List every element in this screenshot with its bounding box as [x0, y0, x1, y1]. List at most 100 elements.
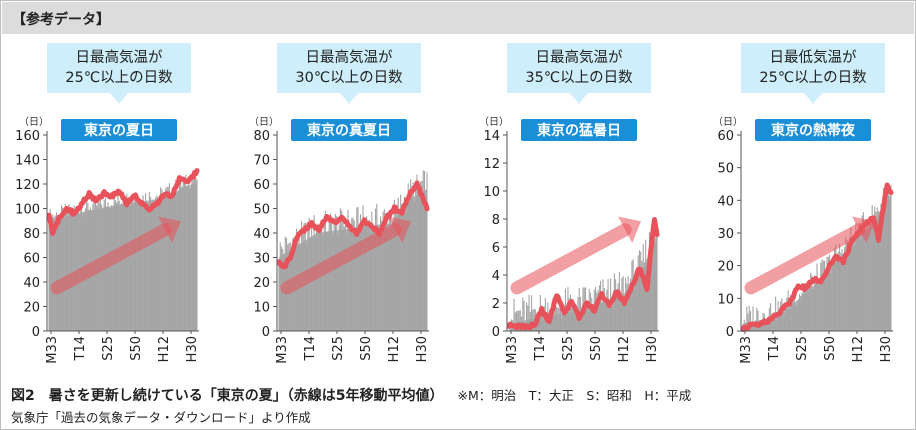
x-tick-label: H30: [415, 336, 430, 362]
bar-area: [743, 193, 891, 331]
x-tick-label: S50: [129, 336, 144, 361]
chart-badge-label: 東京の真夏日: [307, 122, 391, 139]
x-tick-label: M33: [275, 336, 290, 364]
trend-arrow: [280, 223, 402, 295]
chart-panel-1: 日最高気温が 25℃以上の日数 （日） 0 20 40 60 80 100 120 140 160 東京…: [15, 43, 200, 364]
y-tick-label: 40: [253, 227, 270, 242]
x-tick-label: S50: [589, 336, 604, 361]
callout-line: 30℃以上の日数: [295, 69, 403, 86]
y-tick-label: 80: [253, 129, 270, 144]
trend-arrow: [50, 223, 172, 295]
chart-panel-4: 日最低気温が 25℃以上の日数 （日） 0 10 20 30 40 50 60 東京の熱帯夜 M33 T…: [713, 43, 894, 364]
y-tick-label: 8: [492, 213, 500, 228]
y-unit-label: （日）: [479, 116, 509, 128]
y-tick-label: 0: [262, 325, 270, 340]
y-unit-label: （日）: [19, 116, 49, 128]
y-tick-label: 30: [253, 252, 270, 267]
chart-badge: [521, 119, 637, 141]
callout-pointer: [340, 93, 358, 104]
y-tick-label: 20: [717, 260, 734, 275]
x-tick-label: H30: [879, 336, 894, 362]
y-tick-label: 10: [483, 185, 500, 200]
caption-title: 図2 暑さを更新し続けている「東京の夏」（赤線は5年移動平均値）: [11, 388, 444, 404]
y-tick-label: 20: [23, 301, 40, 316]
x-tick-label: H30: [185, 336, 200, 362]
x-tick-label: S25: [331, 336, 346, 361]
callout-line: 日最高気温が: [306, 49, 393, 66]
y-tick-label: 10: [717, 292, 734, 307]
x-tick-label: S25: [795, 336, 810, 361]
x-tick-label: S50: [359, 336, 374, 361]
chart-badge-label: 東京の熱帯夜: [771, 122, 856, 139]
y-tick-label: 50: [717, 162, 734, 177]
y-tick-label: 12: [483, 157, 500, 172]
x-tick-label: T14: [767, 336, 782, 361]
x-tick-label: S25: [101, 336, 116, 361]
data-source: 気象庁「過去の気象データ・ダウンロード」より作成: [11, 410, 311, 425]
x-tick-label: H12: [617, 336, 632, 362]
y-tick-label: 2: [492, 297, 500, 312]
callout-line: 25℃以上の日数: [65, 69, 173, 86]
y-tick-label: 10: [253, 301, 270, 316]
x-tick-label: T14: [73, 336, 88, 361]
callout-box: [741, 43, 885, 93]
x-tick-label: M33: [45, 336, 60, 364]
chart-badge: [61, 119, 177, 141]
chart-badge: [755, 119, 871, 141]
y-tick-label: 40: [23, 276, 40, 291]
figure-caption: 図2 暑さを更新し続けている「東京の夏」（赤線は5年移動平均値） ※M：明治 T：…: [11, 385, 691, 405]
y-tick-label: 40: [717, 194, 734, 209]
callout-box: [47, 43, 191, 93]
x-tick-label: H12: [851, 336, 866, 362]
moving-average-line: [740, 182, 894, 332]
moving-average-line: [506, 217, 660, 331]
y-tick-label: 14: [483, 129, 500, 144]
chart-badge: [291, 119, 407, 141]
bar-area: [509, 233, 657, 331]
x-tick-label: M33: [505, 336, 520, 364]
moving-average-line: [276, 180, 430, 270]
x-tick-label: H12: [387, 336, 402, 362]
y-tick-label: 70: [253, 154, 270, 169]
trend-arrow-head: [388, 216, 411, 243]
y-tick-label: 50: [253, 203, 270, 218]
y-tick-label: 140: [15, 154, 40, 169]
y-tick-label: 120: [15, 178, 40, 193]
era-legend-note: ※M：明治 T：大正 S：昭和 H：平成: [457, 388, 692, 403]
x-tick-label: S25: [561, 336, 576, 361]
x-tick-label: S50: [823, 336, 838, 361]
chart-panel-3: 日最高気温が 35℃以上の日数 （日） 0 2 4 6 8 10 12 14 東京の猛暑日 M33 T14…: [479, 43, 660, 364]
y-tick-label: 0: [726, 325, 734, 340]
callout-line: 日最高気温が: [76, 49, 163, 66]
trend-arrow-head: [618, 216, 641, 243]
trend-arrow: [744, 223, 866, 295]
y-tick-label: 0: [492, 325, 500, 340]
trend-arrow: [510, 223, 632, 295]
callout-pointer: [804, 93, 822, 104]
y-tick-label: 6: [492, 241, 500, 256]
y-unit-label: （日）: [249, 116, 279, 128]
x-tick-label: H12: [157, 336, 172, 362]
trend-arrow-head: [158, 216, 181, 243]
header-label: 【参考データ】: [12, 12, 110, 28]
y-tick-label: 100: [15, 203, 40, 218]
callout-box: [507, 43, 651, 93]
callout-line: 25℃以上の日数: [759, 69, 867, 86]
callout-line: 日最低気温が: [770, 49, 857, 66]
x-tick-label: T14: [533, 336, 548, 361]
y-tick-label: 4: [492, 269, 500, 284]
y-tick-label: 60: [253, 178, 270, 193]
chart-badge-label: 東京の夏日: [84, 122, 154, 139]
y-tick-label: 0: [32, 325, 40, 340]
callout-line: 日最高気温が: [536, 49, 623, 66]
header-bar: 【参考データ】: [2, 2, 914, 34]
x-tick-label: M33: [739, 336, 754, 364]
y-tick-label: 60: [717, 129, 734, 144]
callout-pointer: [110, 93, 128, 104]
callout-pointer: [570, 93, 588, 104]
y-tick-label: 60: [23, 252, 40, 267]
y-tick-label: 30: [717, 227, 734, 242]
y-tick-label: 80: [23, 227, 40, 242]
callout-line: 35℃以上の日数: [525, 69, 633, 86]
